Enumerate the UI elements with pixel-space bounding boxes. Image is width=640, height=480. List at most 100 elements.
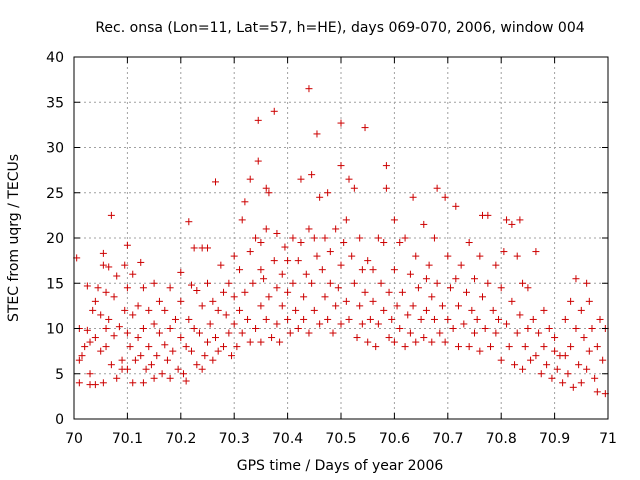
data-point bbox=[551, 347, 559, 355]
data-point bbox=[308, 171, 316, 179]
data-point bbox=[462, 288, 470, 296]
data-point bbox=[241, 288, 249, 296]
data-point bbox=[230, 252, 238, 260]
data-point bbox=[212, 178, 220, 186]
data-point bbox=[297, 239, 305, 247]
data-point bbox=[236, 266, 244, 274]
data-point bbox=[519, 279, 527, 287]
data-point bbox=[193, 286, 201, 294]
data-point bbox=[217, 261, 225, 269]
data-point bbox=[321, 293, 329, 301]
data-point bbox=[123, 284, 131, 292]
data-point bbox=[446, 284, 454, 292]
data-point bbox=[495, 315, 503, 323]
data-point bbox=[508, 220, 516, 228]
data-point bbox=[204, 244, 211, 252]
data-point bbox=[246, 338, 254, 346]
data-point bbox=[113, 374, 121, 382]
data-point bbox=[137, 258, 145, 266]
data-point bbox=[364, 257, 372, 265]
data-point bbox=[150, 279, 158, 287]
data-point bbox=[252, 325, 260, 332]
data-point bbox=[262, 315, 270, 323]
x-tick-label: 70.6 bbox=[379, 431, 410, 447]
data-point bbox=[305, 85, 313, 93]
data-point bbox=[449, 325, 457, 332]
data-point bbox=[374, 234, 382, 242]
data-point bbox=[350, 184, 358, 192]
data-point bbox=[481, 325, 489, 332]
data-point bbox=[225, 329, 233, 337]
data-point bbox=[209, 297, 217, 305]
data-point bbox=[358, 266, 366, 274]
data-point bbox=[334, 284, 342, 292]
data-point bbox=[452, 202, 460, 210]
data-point bbox=[163, 356, 171, 364]
x-tick-labels: 70 70.1 70.2 70.3 70.4 70.5 70.6 70.7 70.8 70.9 71 bbox=[65, 431, 617, 447]
data-point bbox=[195, 329, 203, 337]
data-point bbox=[505, 343, 513, 351]
data-point bbox=[110, 332, 118, 340]
data-point bbox=[278, 270, 286, 278]
data-point bbox=[177, 297, 185, 305]
data-point bbox=[313, 130, 321, 138]
y-tick-label: 20 bbox=[46, 231, 64, 247]
data-point bbox=[212, 334, 220, 342]
data-point bbox=[75, 356, 83, 364]
data-point bbox=[318, 266, 326, 274]
data-point bbox=[294, 257, 302, 265]
data-point bbox=[471, 329, 478, 337]
data-point bbox=[107, 211, 115, 219]
data-point bbox=[102, 288, 110, 296]
data-point bbox=[97, 311, 105, 319]
data-point bbox=[300, 315, 308, 323]
data-point bbox=[193, 361, 201, 369]
data-point bbox=[380, 306, 388, 314]
data-point bbox=[535, 329, 543, 337]
data-point bbox=[294, 325, 302, 332]
data-point bbox=[593, 388, 601, 396]
data-point bbox=[313, 252, 321, 260]
data-point bbox=[150, 374, 158, 382]
data-point bbox=[316, 193, 324, 201]
data-point bbox=[465, 343, 473, 351]
data-point bbox=[332, 302, 340, 310]
data-point bbox=[428, 338, 436, 346]
data-point bbox=[254, 157, 262, 165]
data-point bbox=[179, 370, 187, 378]
data-point bbox=[430, 234, 438, 242]
data-point bbox=[273, 229, 281, 237]
data-point bbox=[142, 365, 150, 373]
data-point bbox=[86, 370, 94, 378]
data-point bbox=[468, 306, 476, 314]
data-point bbox=[492, 329, 500, 337]
y-axis-label: STEC from uqrg / TECUs bbox=[6, 154, 22, 322]
data-point bbox=[268, 334, 276, 342]
data-point bbox=[337, 119, 345, 127]
data-point bbox=[532, 352, 540, 360]
data-point bbox=[580, 334, 588, 342]
data-point bbox=[204, 279, 211, 287]
data-point bbox=[358, 320, 366, 328]
data-point bbox=[289, 279, 297, 287]
data-point bbox=[369, 266, 377, 274]
data-point bbox=[182, 343, 190, 351]
data-point bbox=[513, 252, 521, 260]
data-point bbox=[102, 343, 110, 351]
data-point bbox=[401, 234, 409, 242]
data-point bbox=[198, 302, 206, 310]
data-point bbox=[567, 297, 575, 305]
data-point bbox=[361, 124, 369, 132]
data-point bbox=[83, 326, 91, 334]
data-point bbox=[441, 193, 449, 201]
data-point bbox=[220, 343, 228, 351]
data-point bbox=[529, 315, 537, 323]
data-point bbox=[326, 279, 334, 287]
data-point bbox=[134, 302, 142, 310]
data-point bbox=[105, 315, 113, 323]
data-point bbox=[583, 279, 591, 287]
data-point bbox=[342, 216, 350, 224]
data-point bbox=[129, 270, 137, 278]
data-point bbox=[572, 325, 580, 332]
data-point bbox=[532, 248, 540, 256]
